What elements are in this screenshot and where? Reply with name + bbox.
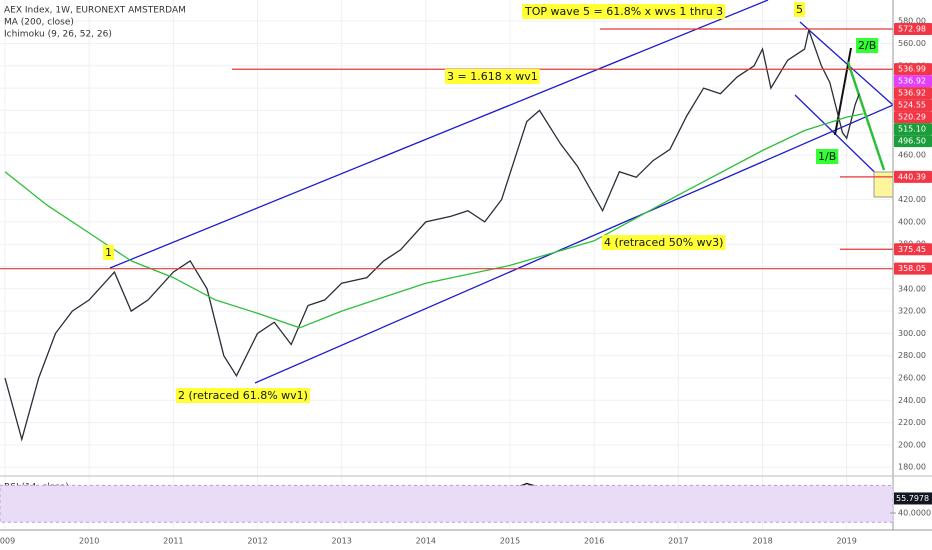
annotation-bg bbox=[794, 2, 805, 17]
projection-down bbox=[846, 61, 886, 171]
price-badge bbox=[894, 23, 932, 36]
annotation: 4 (retraced 50% wv3) bbox=[604, 236, 723, 249]
price-badge bbox=[894, 75, 932, 88]
x-tick-label: 2009 bbox=[0, 537, 15, 546]
x-tick-label: 2017 bbox=[668, 537, 688, 546]
y-tick-label: 180.00 bbox=[898, 463, 926, 472]
channel-upper bbox=[109, 0, 769, 269]
x-tick-label: 2011 bbox=[163, 537, 183, 546]
price-badge-label: 572.98 bbox=[898, 25, 926, 34]
rsi-badge-label: 55.7978 bbox=[896, 494, 929, 503]
x-tick-label: 2013 bbox=[331, 537, 351, 546]
indicator-label: Ichimoku (9, 26, 52, 26) bbox=[4, 30, 112, 40]
price-badge bbox=[894, 170, 932, 183]
annotation-bg bbox=[445, 69, 540, 84]
annotation: 1 bbox=[105, 246, 112, 259]
y-tick-label: 300.00 bbox=[898, 329, 926, 338]
annotation-bg bbox=[522, 4, 726, 19]
annotation: 2 (retraced 61.8% wv1) bbox=[178, 389, 308, 402]
annotation: 3 = 1.618 x wv1 bbox=[447, 70, 538, 83]
price-badge-label: 536.99 bbox=[898, 65, 926, 74]
x-tick-label: 2010 bbox=[79, 537, 99, 546]
x-tick-label: 2015 bbox=[500, 537, 520, 546]
legend-entry: MA (200, close) bbox=[4, 18, 74, 28]
rsi-band bbox=[0, 484, 894, 523]
y-tick-label: 220.00 bbox=[898, 418, 926, 427]
plot bbox=[0, 0, 894, 519]
annotation: 5 bbox=[796, 3, 803, 16]
series-line bbox=[4, 27, 860, 442]
wedge-upper bbox=[799, 21, 894, 106]
price-badge bbox=[894, 243, 932, 256]
price-badge bbox=[894, 111, 932, 124]
annotation-bg bbox=[103, 245, 114, 260]
y-tick-label: 580.00 bbox=[898, 17, 926, 26]
price-badge bbox=[894, 262, 932, 275]
x-tick-label: 2016 bbox=[584, 537, 604, 546]
price-badge-label: 520.29 bbox=[898, 113, 926, 122]
y-tick-label: 340.00 bbox=[898, 284, 926, 293]
x-tick-label: 2019 bbox=[836, 537, 856, 546]
y-tick-label: 260.00 bbox=[898, 373, 926, 382]
price-badge bbox=[894, 99, 932, 112]
y-tick-label: 460.00 bbox=[898, 150, 926, 159]
price-badge-label: 524.55 bbox=[898, 101, 926, 110]
annotation-bg bbox=[816, 149, 839, 164]
price-badge bbox=[894, 63, 932, 76]
y-tick-label: 420.00 bbox=[898, 195, 926, 204]
grid bbox=[0, 0, 893, 530]
channel-lower bbox=[254, 104, 894, 384]
y-tick-label: 200.00 bbox=[898, 440, 926, 449]
y-tick-label: 40.0000 bbox=[898, 509, 931, 518]
y-tick-label: 240.00 bbox=[898, 396, 926, 405]
annotation: 2/B bbox=[858, 39, 876, 52]
x-tick-label: 2014 bbox=[416, 537, 436, 546]
price-badge bbox=[894, 87, 932, 100]
annotation: 1/B bbox=[818, 150, 836, 163]
annotation-bg bbox=[176, 388, 310, 403]
target-box bbox=[873, 171, 894, 198]
price-badge bbox=[894, 135, 932, 148]
price-badge-label: 375.45 bbox=[898, 245, 926, 254]
series-line bbox=[4, 113, 864, 329]
price-badge-label: 496.50 bbox=[898, 137, 926, 146]
price-badge-label: 440.39 bbox=[898, 172, 926, 181]
chart-title: AEX Index, 1W, EURONEXT AMSTERDAM bbox=[4, 6, 186, 16]
annotation-bg bbox=[602, 235, 726, 250]
x-tick-label: 2012 bbox=[247, 537, 267, 546]
price-badge-label: 536.92 bbox=[898, 89, 926, 98]
y-tick-label: 560.00 bbox=[898, 39, 926, 48]
y-tick-label: 280.00 bbox=[898, 351, 926, 360]
price-badge-label: 515.10 bbox=[898, 125, 926, 134]
y-tick-label: 320.00 bbox=[898, 307, 926, 316]
x-tick-label: 2018 bbox=[752, 537, 772, 546]
annotation-bg bbox=[856, 38, 879, 53]
annotation: TOP wave 5 = 61.8% x wvs 1 thru 3 bbox=[524, 5, 723, 18]
price-badge-label: 536.92 bbox=[898, 77, 926, 86]
price-badge-label: 358.05 bbox=[898, 264, 926, 273]
price-badge bbox=[894, 123, 932, 136]
rsi-badge bbox=[894, 492, 932, 505]
y-tick-label: 400.00 bbox=[898, 217, 926, 226]
